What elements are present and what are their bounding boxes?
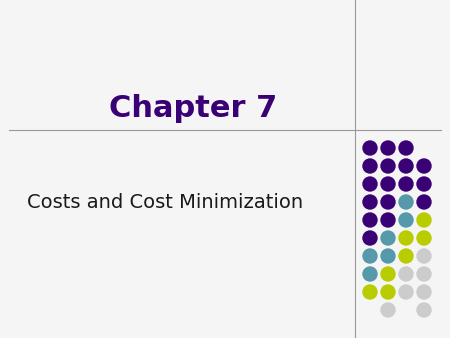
Circle shape [381,285,395,299]
Circle shape [363,267,377,281]
Circle shape [381,249,395,263]
Circle shape [417,195,431,209]
Circle shape [417,231,431,245]
Circle shape [399,267,413,281]
Circle shape [363,285,377,299]
Text: Costs and Cost Minimization: Costs and Cost Minimization [27,193,303,212]
Circle shape [399,231,413,245]
Circle shape [399,195,413,209]
Circle shape [381,177,395,191]
Circle shape [381,159,395,173]
Circle shape [363,195,377,209]
Circle shape [363,213,377,227]
Text: Chapter 7: Chapter 7 [109,94,278,123]
Circle shape [417,285,431,299]
Circle shape [381,141,395,155]
Circle shape [417,303,431,317]
Circle shape [399,213,413,227]
Circle shape [417,249,431,263]
Circle shape [363,159,377,173]
Circle shape [399,249,413,263]
Circle shape [399,285,413,299]
Circle shape [363,231,377,245]
Circle shape [363,141,377,155]
Circle shape [399,177,413,191]
Circle shape [381,267,395,281]
Circle shape [417,177,431,191]
Circle shape [399,141,413,155]
Circle shape [399,159,413,173]
Circle shape [363,249,377,263]
Circle shape [417,213,431,227]
Circle shape [417,159,431,173]
Circle shape [381,231,395,245]
Circle shape [363,177,377,191]
Circle shape [381,213,395,227]
Circle shape [381,195,395,209]
Circle shape [381,303,395,317]
Circle shape [417,267,431,281]
